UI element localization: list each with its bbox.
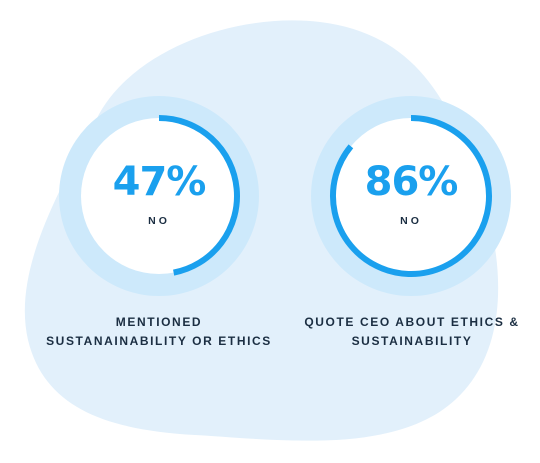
donut-svg <box>311 96 511 296</box>
caption-line: SUSTANAINABILITY OR ETHICS <box>46 334 272 348</box>
donut-inner-disc <box>333 118 489 274</box>
donut-value-arc <box>330 115 492 277</box>
donut-svg <box>59 96 259 296</box>
answer-label: NO <box>148 215 170 227</box>
donut-chart-mentioned: 47% NO <box>59 96 259 296</box>
caption-line: QUOTE CEO ABOUT ETHICS & <box>304 315 520 329</box>
caption-line: MENTIONED <box>115 315 203 329</box>
caption-quote-ceo: QUOTE CEO ABOUT ETHICS & SUSTAINABILITY <box>262 313 540 351</box>
caption-mentioned: MENTIONED SUSTANAINABILITY OR ETHICS <box>9 313 309 351</box>
donut-inner-disc <box>81 118 237 274</box>
donut-chart-quote-ceo: 86% NO <box>311 96 511 296</box>
percent-value: 47% <box>112 159 207 205</box>
caption-line: SUSTAINABILITY <box>351 334 473 348</box>
donut-value-arc <box>158 115 240 276</box>
percent-value: 86% <box>364 159 459 205</box>
answer-label: NO <box>400 215 422 227</box>
